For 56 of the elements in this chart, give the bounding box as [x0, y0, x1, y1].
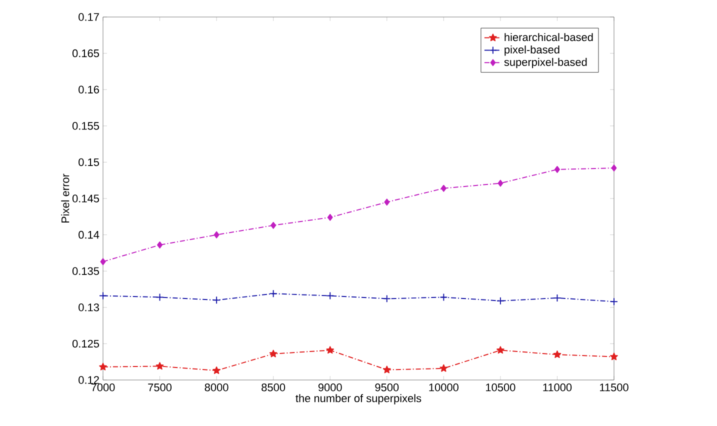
point	[327, 214, 333, 221]
point	[270, 222, 276, 229]
x-tick-label: 9000	[318, 384, 342, 392]
point	[156, 362, 164, 370]
point	[440, 364, 448, 372]
y-tick-label: 0.125	[72, 340, 100, 348]
y-tick-label: 0.12	[78, 376, 99, 384]
point	[99, 362, 107, 370]
y-tick-label: 0.165	[72, 49, 100, 58]
point	[382, 366, 391, 374]
y-tick-label: 0.145	[72, 194, 100, 202]
legend-label: pixel-based	[504, 45, 560, 56]
point	[554, 166, 560, 173]
x-tick-label: 10500	[486, 384, 516, 392]
x-axis-title: the number of superpixels	[296, 394, 422, 404]
point	[212, 296, 221, 304]
point	[496, 296, 504, 305]
y-tick-label: 0.17	[78, 13, 99, 21]
point	[440, 293, 448, 302]
point	[157, 241, 163, 248]
y-tick-label: 0.155	[72, 122, 100, 130]
legend-label: hierarchical-based	[504, 33, 593, 42]
point	[269, 290, 278, 298]
point	[553, 350, 562, 358]
x-tick-label: 7000	[91, 384, 115, 392]
point	[99, 292, 107, 300]
y-tick-label: 0.15	[78, 158, 100, 166]
point	[553, 294, 562, 302]
point	[496, 346, 504, 354]
y-axis-title: Pixel error	[61, 174, 70, 223]
point	[611, 164, 617, 172]
y-tick-label: 0.135	[72, 267, 100, 275]
point	[610, 352, 618, 360]
point	[100, 258, 106, 266]
x-tick-label: 7500	[148, 384, 172, 392]
point	[440, 184, 446, 192]
point	[610, 298, 618, 306]
point	[498, 180, 504, 187]
point	[326, 346, 334, 354]
x-tick-label: 11500	[600, 384, 628, 392]
point	[214, 231, 220, 238]
x-tick-label: 8000	[204, 384, 228, 392]
x-tick-label: 11000	[543, 384, 572, 392]
point	[384, 198, 390, 206]
y-tick-label: 0.16	[78, 86, 99, 94]
point	[212, 366, 220, 374]
point	[382, 294, 391, 303]
point	[326, 292, 334, 300]
legend-label: superpixel-based	[504, 58, 587, 68]
x-tick-label: 8500	[262, 384, 286, 392]
x-tick-label: 9500	[375, 384, 399, 392]
y-tick-label: 0.13	[78, 304, 99, 312]
x-tick-label: 10000	[429, 384, 458, 392]
point	[156, 293, 164, 302]
y-tick-label: 0.14	[78, 230, 100, 239]
point	[269, 350, 278, 358]
